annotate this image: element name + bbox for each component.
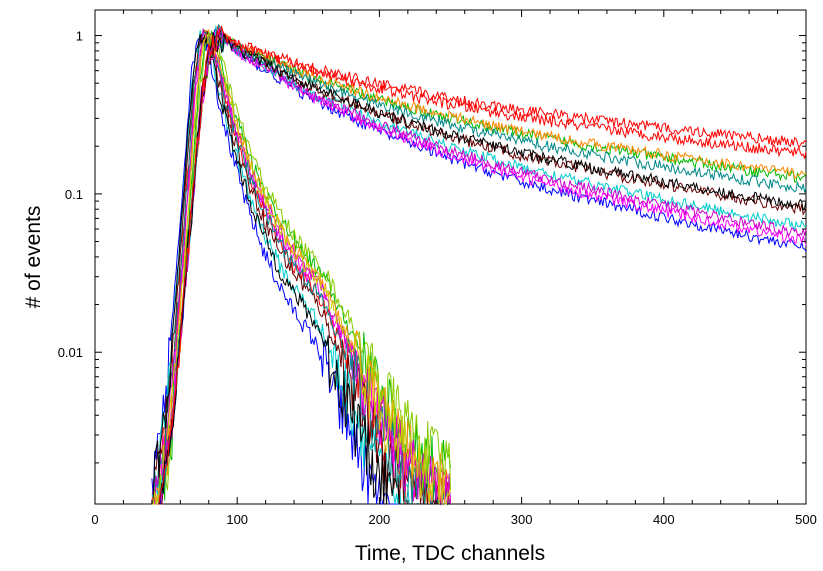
slow-series-10: [158, 32, 807, 505]
slow-series-2: [159, 26, 807, 505]
tick-label-layer: 0 100 200 300 400 500 1 0.1 0.01: [58, 29, 817, 527]
fast-series-12: [151, 32, 451, 505]
fast-series-11: [151, 30, 451, 505]
x-tick-label: 400: [653, 512, 675, 527]
slow-series-4: [158, 27, 807, 505]
slow-series-3: [159, 26, 807, 505]
fast-series-10: [151, 34, 451, 505]
slow-series-7: [159, 29, 807, 505]
slow-series-8: [158, 23, 807, 505]
fast-series-6: [151, 28, 451, 506]
series-layer: [151, 23, 807, 506]
y-tick-label: 0.1: [65, 187, 83, 202]
y-axis-title: # of events: [22, 206, 45, 309]
tick-layer: [94, 10, 807, 504]
slow-series-5: [158, 24, 807, 505]
x-axis-title: Time, TDC channels: [355, 542, 545, 565]
slow-series-9: [158, 28, 807, 501]
slow-series-1: [158, 24, 807, 504]
x-tick-label: 0: [91, 512, 98, 527]
y-tick-label: 1: [76, 29, 83, 44]
fast-series-7: [151, 31, 451, 505]
x-tick-label: 300: [511, 512, 533, 527]
slow-series-11: [158, 26, 807, 503]
slow-series-6: [158, 28, 807, 505]
plot-frame: [94, 9, 807, 505]
x-tick-label: 200: [369, 512, 391, 527]
x-tick-label: 100: [226, 512, 248, 527]
x-tick-label: 500: [795, 512, 817, 527]
y-tick-label: 0.01: [58, 345, 83, 360]
